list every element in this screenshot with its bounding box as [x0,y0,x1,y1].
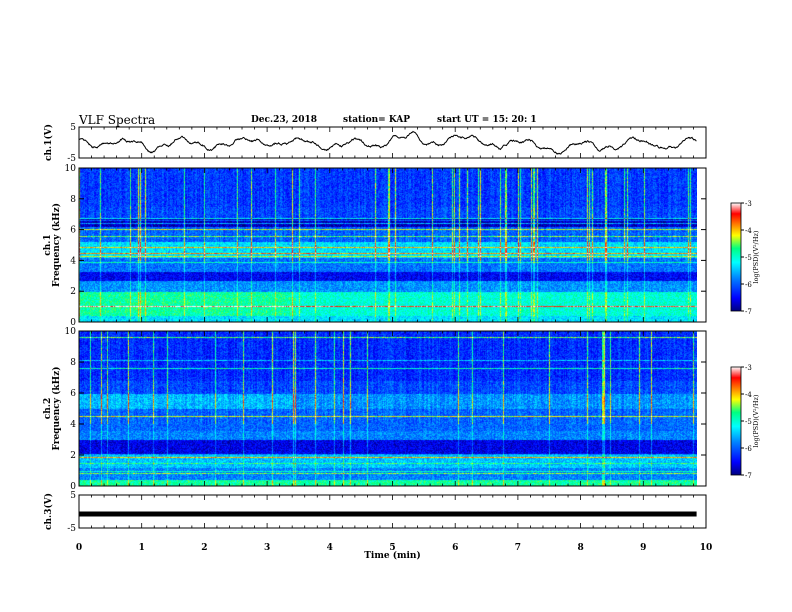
x-tick-label: 0 [76,543,82,553]
ch2-colorbar [730,366,742,476]
ch2-colorbar-tick-label: -5 [745,418,752,426]
ch1-spectrogram-y-tick-label: 8 [70,195,76,205]
ch2-spectrogram-image [79,331,697,486]
ch2-colorbar-tick-label: -4 [745,391,752,399]
date-label: Dec.23, 2018 [251,115,317,125]
ch2-spectrogram-y-tick-label: 6 [70,389,76,399]
ch1-waveform-line [78,130,697,155]
x-tick-label: 1 [139,543,145,553]
x-tick-label: 10 [700,543,713,553]
ch1-spectrogram-image [79,168,697,322]
ch2-spectrogram-y-tick-label: 10 [65,327,77,337]
x-tick-label: 8 [577,543,583,553]
x-tick-label: 6 [452,543,458,553]
ch2-colorbar-tick-label: -7 [745,472,752,480]
ch1-waveform-y-tick-label: -5 [67,154,76,164]
ch1-colorbar-label: log(PSD)(V²/Hz) [752,230,760,283]
ch2-spectrogram-y-tick-label: 2 [70,451,76,461]
x-axis-label: Time (min) [364,550,421,561]
start-time-label: start UT = 15: 20: 1 [437,115,537,125]
ch1-waveform-y-tick-label: 5 [70,123,76,133]
station-label: station= KAP [343,115,411,125]
x-tick-label: 5 [389,543,395,553]
ch1-spectrogram-ylabel: Frequency (kHz) [51,203,62,287]
ch3-waveform-ylabel: ch.3(V) [43,493,54,530]
ch3-waveform-y-tick-label: -5 [67,524,76,534]
ch1-colorbar-tick-label: -6 [745,281,752,289]
ch2-spectrogram-y-tick-label: 8 [70,358,76,368]
ch2-colorbar-label: log(PSD)(V²/Hz) [752,394,760,447]
ch2-spectrogram-ylabel: Frequency (kHz) [51,366,62,450]
x-tick-label: 9 [640,543,646,553]
chart-title: VLF Spectra [79,113,156,127]
x-tick-label: 4 [327,543,333,553]
ch1-spectrogram-y-tick-label: 2 [70,287,76,297]
ch1-colorbar-tick-label: -7 [745,308,752,316]
ch1-spectrogram-y-tick-label: 4 [70,256,76,266]
ch2-spectrogram-ylabel-top: ch.2 [43,398,53,419]
ch1-colorbar-tick-label: -4 [745,227,752,235]
x-tick-label: 2 [201,543,207,553]
ch1-spectrogram-y-tick-label: 10 [65,164,77,174]
ch2-colorbar-tick-label: -3 [745,364,752,372]
ch1-colorbar [730,202,742,312]
ch3-waveform-y-tick-label: 5 [70,491,76,501]
ch1-waveform-ylabel: ch.1(V) [43,124,54,161]
ch2-spectrogram-y-tick-label: 4 [70,420,76,430]
ch1-spectrogram-y-tick-label: 0 [70,318,76,328]
ch1-colorbar-tick-label: -3 [745,200,752,208]
ch1-spectrogram-y-tick-label: 6 [70,226,76,236]
ch2-colorbar-tick-label: -6 [745,445,752,453]
x-tick-label: 7 [515,543,521,553]
ch1-spectrogram-ylabel-top: ch.1 [43,234,53,255]
ch2-spectrogram-y-tick-label: 0 [70,482,76,492]
ch1-colorbar-tick-label: -5 [745,254,752,262]
x-tick-label: 3 [264,543,270,553]
